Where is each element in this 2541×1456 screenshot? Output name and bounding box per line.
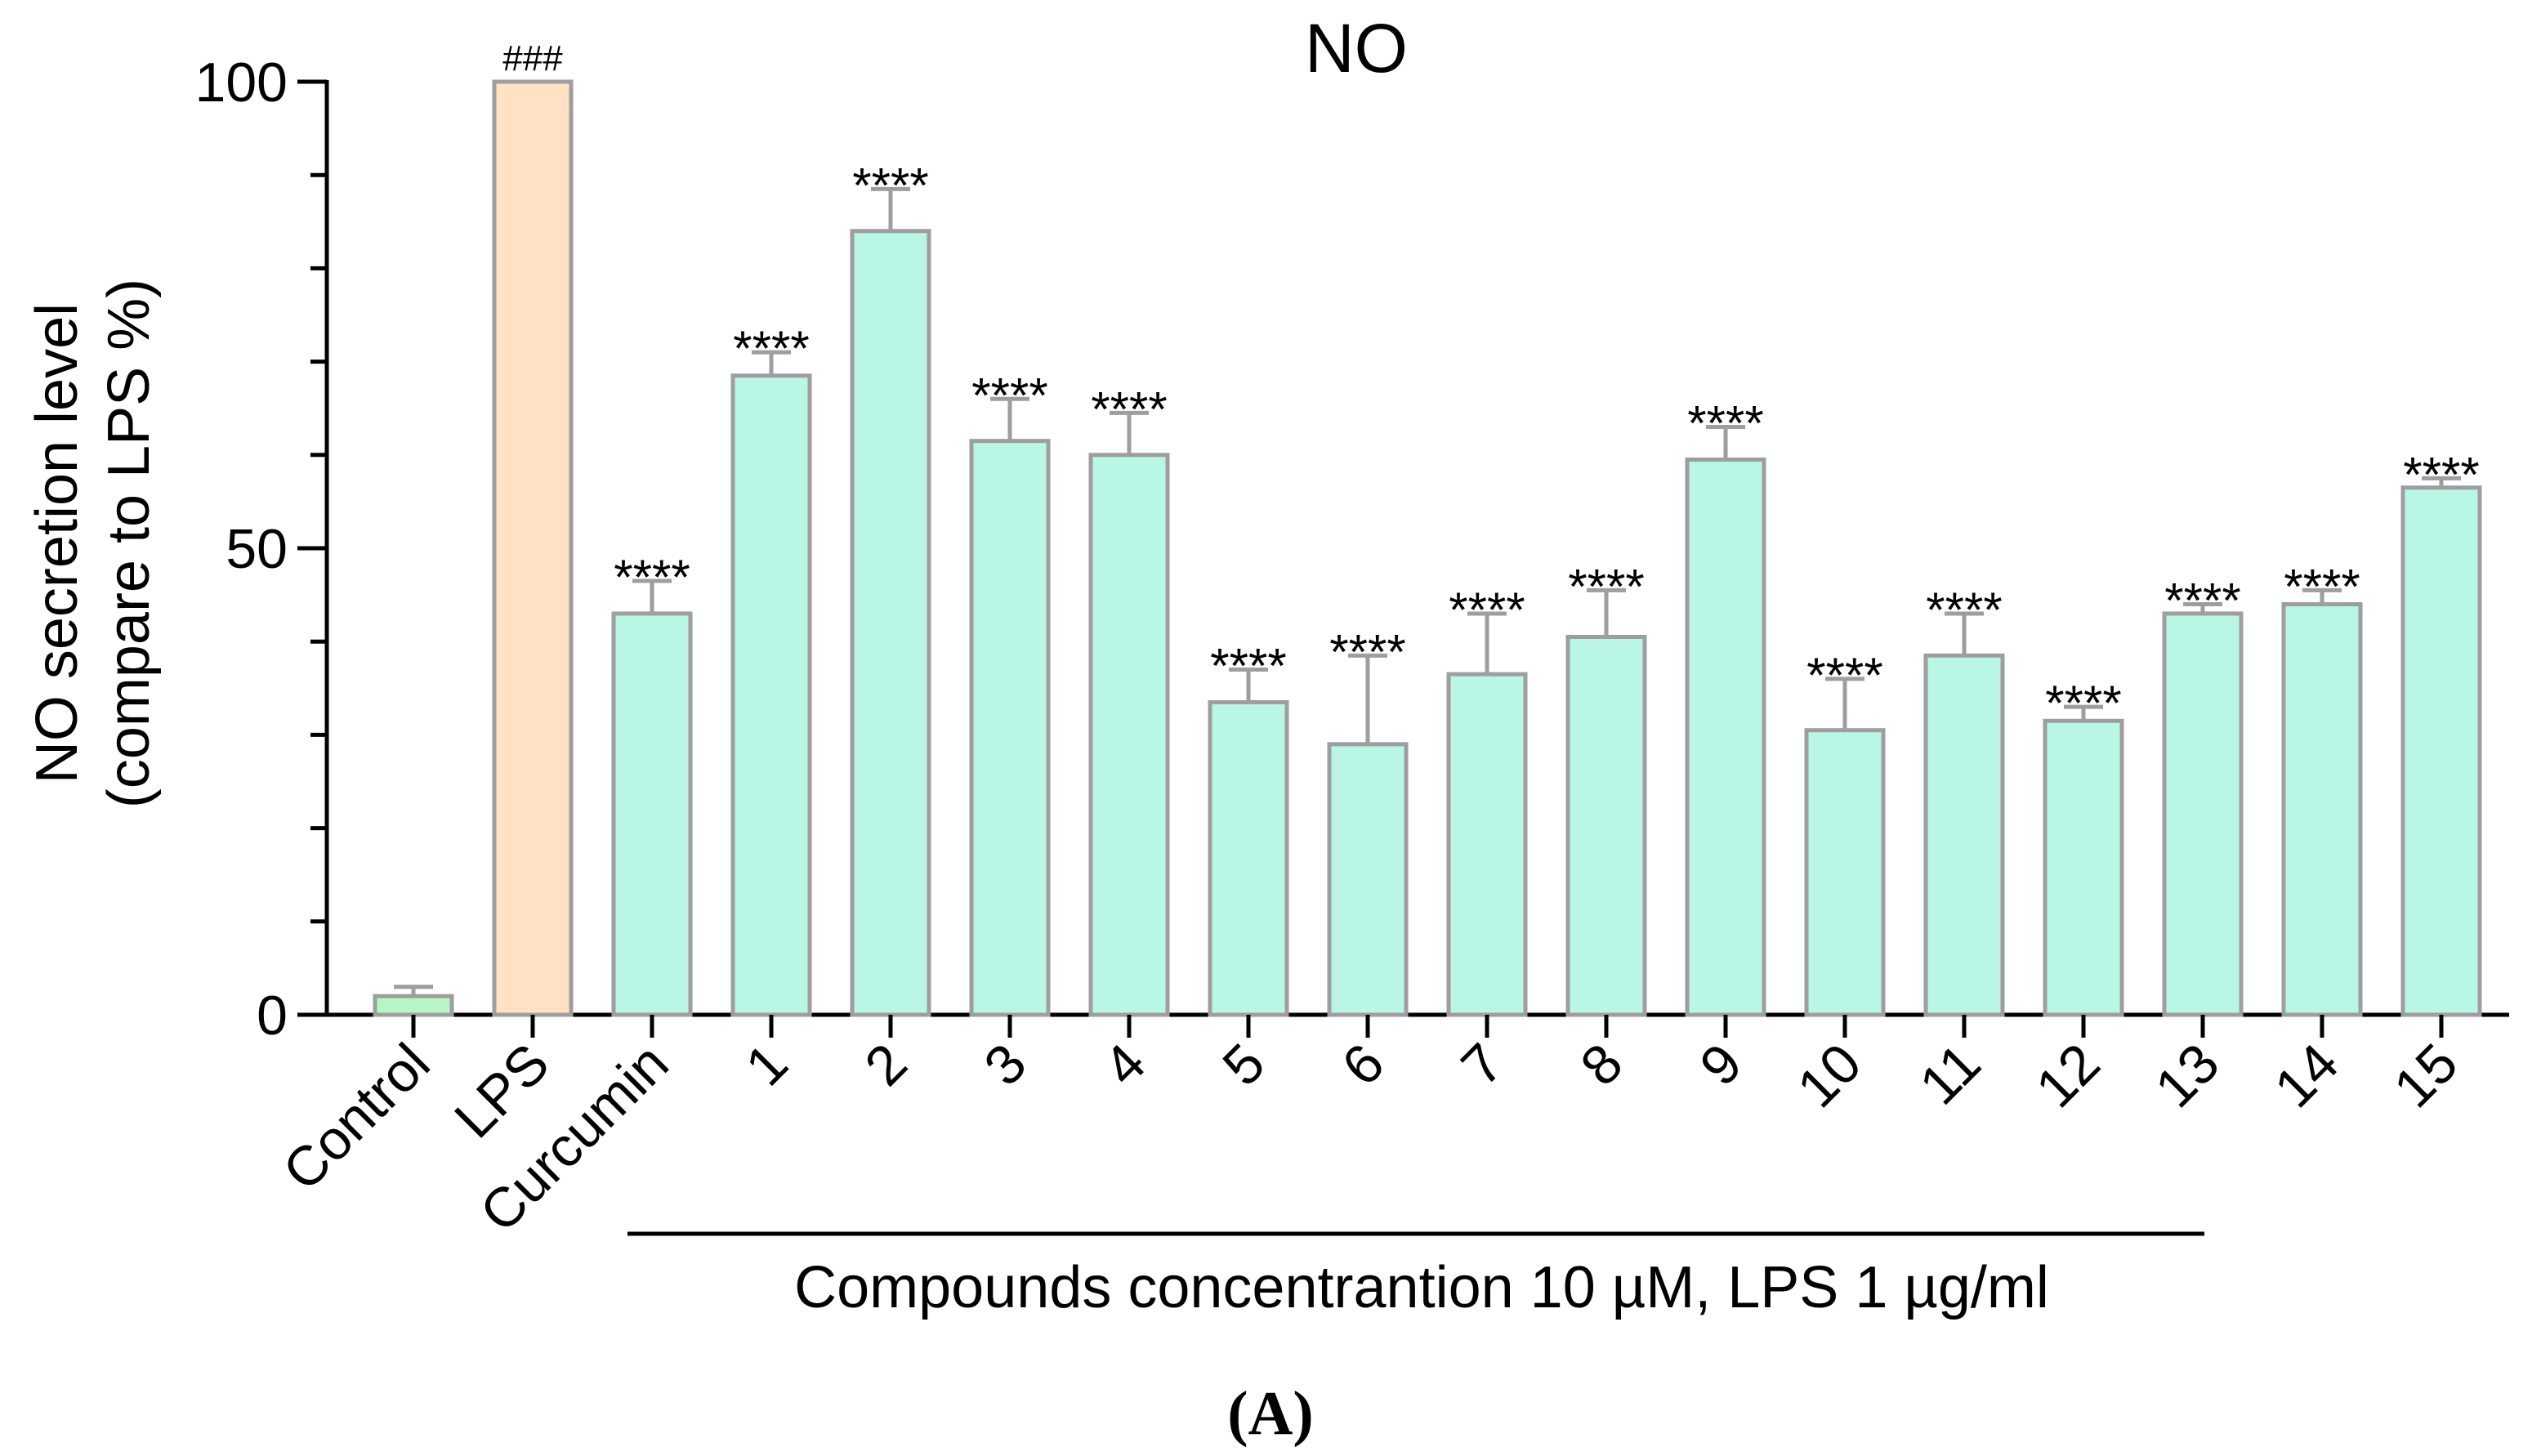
significance-label: **** [614, 550, 690, 605]
bar-3 [969, 439, 1051, 1017]
significance-label: **** [1329, 624, 1405, 679]
significance-label: **** [1806, 648, 1882, 703]
bar-9 [1685, 458, 1766, 1017]
bar-13 [2162, 611, 2244, 1017]
x-tick-label: 12 [2024, 1032, 2111, 1119]
significance-label: **** [1449, 583, 1525, 637]
significance-label: ### [502, 38, 563, 78]
y-tick-label: 50 [226, 518, 288, 580]
x-tick-label: 13 [2143, 1032, 2231, 1119]
x-axis-label: Compounds concentrantion 10 µM, LPS 1 µg… [794, 1255, 2049, 1320]
y-axis-label: NO secretion level (compare to LPS %) [25, 279, 162, 808]
bar-Curcumin [611, 611, 693, 1017]
significance-label: **** [1687, 396, 1763, 451]
panel-label: (A) [1227, 1379, 1314, 1448]
x-tick-label: 14 [2262, 1032, 2350, 1119]
significance-label: **** [2045, 676, 2121, 730]
y-axis-label-line2: (compare to LPS %) [96, 279, 162, 808]
x-tick-label: 1 [734, 1032, 799, 1097]
bar-8 [1565, 634, 1647, 1017]
significance-label: **** [1210, 638, 1286, 693]
x-tick-label: 15 [2382, 1032, 2469, 1119]
significance-label: **** [971, 368, 1047, 422]
bar-14 [2281, 602, 2363, 1017]
significance-label: **** [2284, 559, 2360, 614]
significance-label: **** [1568, 559, 1644, 614]
chart-title: NO [1305, 10, 1408, 87]
bar-5 [1208, 699, 1289, 1017]
bar-2 [850, 229, 931, 1017]
x-tick-label: 10 [1785, 1032, 1873, 1119]
x-tick-label: 2 [853, 1032, 918, 1097]
x-tick-label: 6 [1330, 1032, 1396, 1097]
x-tick-label: 5 [1211, 1032, 1276, 1097]
bar-4 [1088, 453, 1170, 1017]
x-tick-label: 3 [972, 1032, 1038, 1097]
significance-label: **** [852, 158, 928, 212]
significance-label: **** [2403, 447, 2479, 502]
bar-6 [1327, 742, 1409, 1017]
x-tick-label: 8 [1569, 1032, 1634, 1097]
bar-1 [730, 373, 812, 1017]
y-tick-label: 0 [257, 985, 288, 1047]
bar-10 [1804, 728, 1886, 1017]
significance-label: **** [733, 321, 809, 376]
x-tick-label: 11 [1908, 1032, 1993, 1117]
x-tick-label: 7 [1449, 1032, 1515, 1097]
bar-LPS [492, 79, 574, 1017]
bar-12 [2043, 718, 2124, 1017]
bar-Control [373, 994, 454, 1017]
x-tick-label: 9 [1688, 1032, 1753, 1097]
significance-label: **** [1091, 382, 1167, 436]
bar-7 [1446, 672, 1528, 1017]
y-axis-label-line1: NO secretion level [25, 303, 90, 784]
bar-15 [2400, 485, 2482, 1017]
y-tick-label: 100 [195, 51, 288, 114]
significance-label: **** [2164, 574, 2240, 628]
x-tick-label: Control [271, 1032, 442, 1203]
significance-label: **** [1926, 583, 2002, 637]
x-tick-label: 4 [1092, 1032, 1157, 1097]
bar-11 [1923, 653, 2005, 1017]
